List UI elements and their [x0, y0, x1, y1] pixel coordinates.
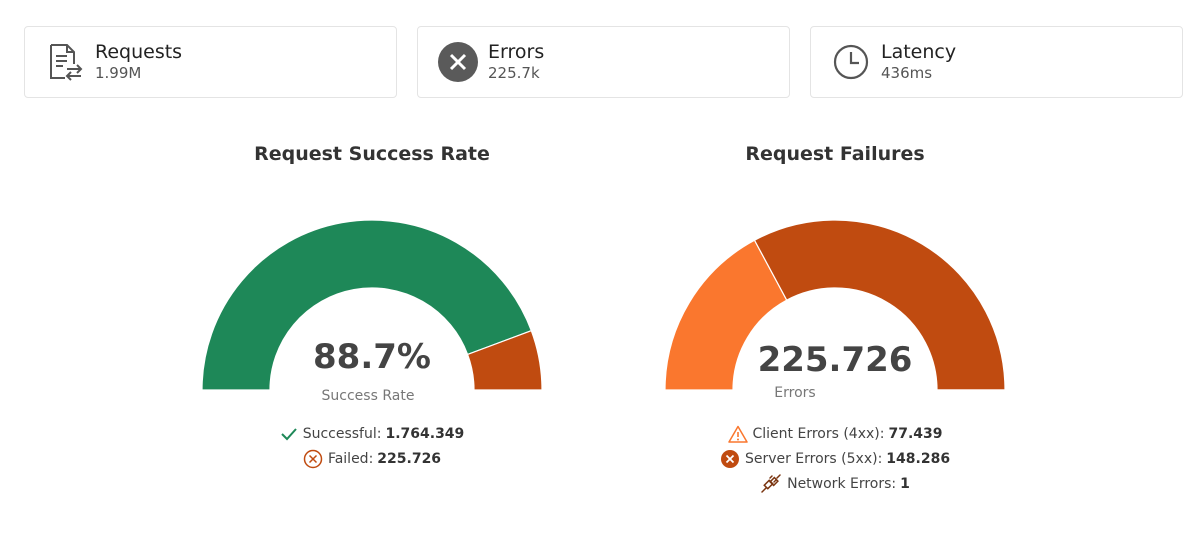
failures-center-label: Errors — [774, 385, 816, 401]
success-rate-legend: Successful: 1.764.349 Failed: 225.726 — [192, 421, 552, 471]
success-rate-center-value: 88.7% — [313, 337, 431, 377]
x-circle-icon — [303, 449, 323, 468]
legend-item-client-errors: Client Errors (4xx): 77.439 — [655, 421, 1015, 446]
server-errors-segment[interactable] — [753, 219, 1006, 391]
errors-card: Errors 225.7k — [417, 26, 790, 98]
requests-card: Requests 1.99M — [24, 26, 397, 98]
legend-label: Server Errors (5xx): — [744, 450, 883, 467]
warning-icon — [727, 425, 748, 443]
error-circle-icon — [436, 40, 480, 84]
clock-icon — [829, 40, 873, 84]
legend-value: 225.726 — [377, 450, 442, 467]
errors-title: Errors — [488, 40, 545, 63]
latency-value: 436ms — [881, 63, 933, 82]
success-rate-title: Request Success Rate — [254, 143, 490, 165]
check-icon — [280, 427, 297, 440]
requests-value: 1.99M — [95, 63, 142, 82]
legend-label: Network Errors: — [787, 475, 897, 492]
legend-value: 1.764.349 — [385, 425, 465, 442]
legend-value: 1 — [900, 475, 910, 492]
client-errors-segment[interactable] — [664, 239, 788, 391]
legend-value: 148.286 — [886, 450, 951, 467]
legend-value: 77.439 — [888, 425, 943, 442]
failed-segment[interactable] — [466, 329, 543, 391]
errors-value: 225.7k — [488, 63, 540, 82]
success-rate-center-label: Success Rate — [321, 388, 415, 404]
legend-item-network-errors: Network Errors: 1 — [655, 471, 1015, 496]
legend-label: Failed: — [327, 450, 374, 467]
failures-legend: Client Errors (4xx): 77.439 Server Error… — [655, 421, 1015, 496]
legend-item-successful: Successful: 1.764.349 — [192, 421, 552, 446]
requests-title: Requests — [95, 40, 183, 63]
failures-center-value: 225.726 — [757, 340, 913, 380]
legend-item-server-errors: Server Errors (5xx): 148.286 — [655, 446, 1015, 471]
legend-label: Successful: — [302, 425, 382, 442]
legend-item-failed: Failed: 225.726 — [192, 446, 552, 471]
plug-icon — [761, 473, 781, 493]
success-rate-gauge — [201, 219, 543, 391]
legend-label: Client Errors (4xx): — [752, 425, 885, 442]
request-transfer-icon — [43, 40, 87, 84]
x-circle-filled-icon — [720, 449, 739, 468]
latency-card: Latency 436ms — [810, 26, 1183, 98]
failures-gauge — [664, 219, 1006, 391]
failures-title: Request Failures — [745, 143, 925, 165]
latency-title: Latency — [881, 40, 957, 63]
success-segment[interactable] — [201, 219, 533, 391]
